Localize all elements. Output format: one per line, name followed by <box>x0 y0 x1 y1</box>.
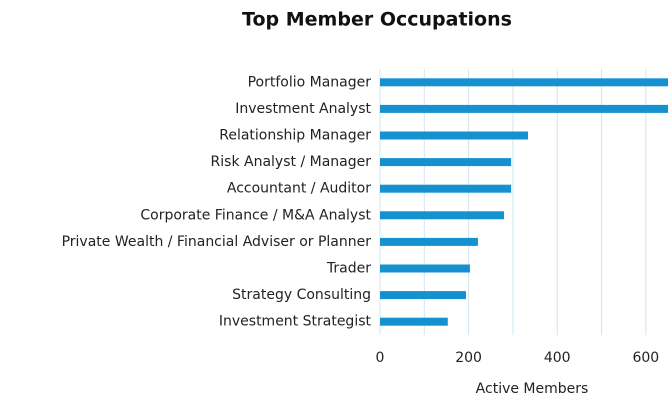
bar <box>380 184 512 193</box>
bar <box>380 264 470 273</box>
y-tick-label: Trader <box>326 261 371 277</box>
y-tick-label: Risk Analyst / Manager <box>211 154 372 170</box>
y-tick-label: Portfolio Manager <box>248 74 372 90</box>
bar <box>380 104 668 113</box>
bar <box>380 158 512 167</box>
y-tick-label: Investment Strategist <box>219 314 372 330</box>
bar <box>380 237 478 246</box>
x-tick-label: 400 <box>544 350 571 366</box>
y-tick-label: Investment Analyst <box>235 101 371 117</box>
bar <box>380 317 448 326</box>
y-tick-label: Accountant / Auditor <box>227 181 371 197</box>
y-tick-label: Corporate Finance / M&A Analyst <box>140 207 371 223</box>
bar <box>380 131 528 140</box>
y-tick-label: Strategy Consulting <box>232 287 371 303</box>
bar <box>380 211 505 220</box>
y-tick-label: Relationship Manager <box>219 128 371 144</box>
x-tick-label: 600 <box>632 350 659 366</box>
x-tick-label: 200 <box>455 350 482 366</box>
bar <box>380 78 668 87</box>
x-tick-label: 0 <box>376 350 385 366</box>
x-axis-label: Active Members <box>476 381 589 397</box>
bar <box>380 291 466 300</box>
y-tick-label: Private Wealth / Financial Adviser or Pl… <box>62 234 372 250</box>
chart-title: Top Member Occupations <box>242 9 512 31</box>
